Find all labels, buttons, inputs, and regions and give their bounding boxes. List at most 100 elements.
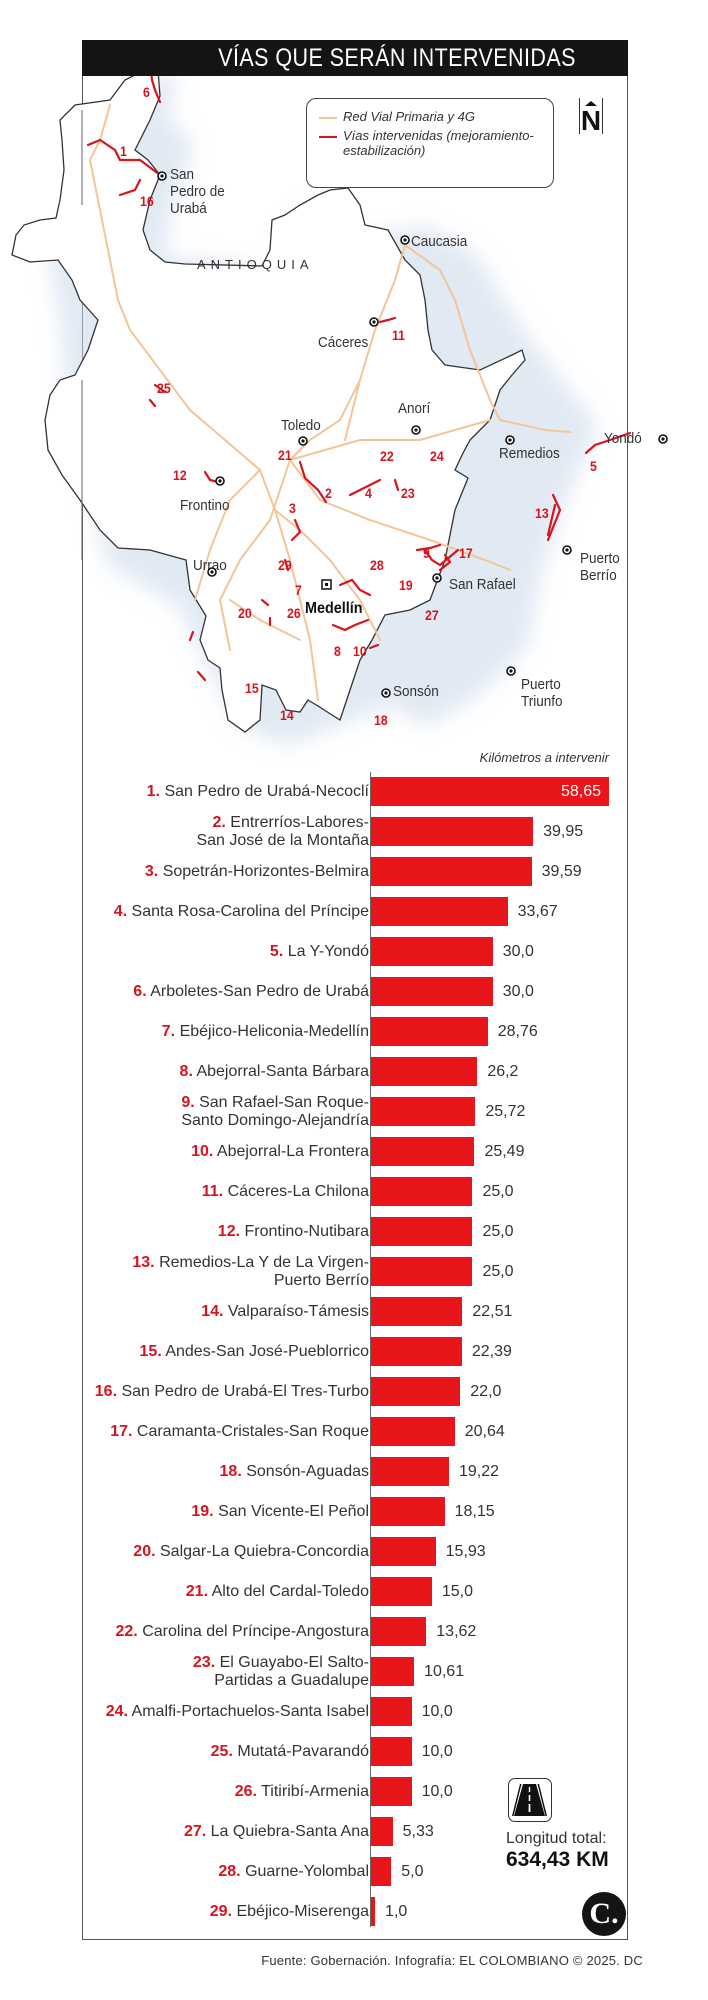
bar-value: 10,0 bbox=[421, 1703, 453, 1720]
row-label: 4. Santa Rosa-Carolina del Príncipe bbox=[9, 903, 369, 921]
route-number-22: 22 bbox=[380, 448, 394, 464]
chart-row: 18. Sonsón-Aguadas 19,22 bbox=[82, 1452, 628, 1492]
route-number: 27. bbox=[183, 1823, 207, 1840]
row-label: 21. Alto del Cardal-Toledo bbox=[9, 1583, 369, 1601]
bar bbox=[371, 1737, 412, 1766]
route-number: 16. bbox=[94, 1383, 118, 1400]
route-number: 20. bbox=[133, 1543, 156, 1560]
chart-row: 4. Santa Rosa-Carolina del Príncipe 33,67 bbox=[82, 892, 628, 932]
route-name: Carolina del Príncipe-Angostura bbox=[142, 1623, 369, 1640]
route-number-8: 8 bbox=[334, 643, 341, 659]
route-name: Ebéjico-Miserenga bbox=[236, 1903, 369, 1920]
route-number-2: 2 bbox=[325, 485, 332, 501]
row-label: 3. Sopetrán-Horizontes-Belmira bbox=[9, 863, 369, 881]
bar-value: 10,61 bbox=[424, 1663, 465, 1680]
row-label: 7. Ebéjico-Heliconia-Medellín bbox=[9, 1023, 369, 1041]
route-number-1: 1 bbox=[120, 143, 127, 159]
chart-row: 26. Titiribí-Armenia 10,0 bbox=[82, 1772, 628, 1812]
route-number: 28. bbox=[218, 1863, 241, 1880]
row-label: 20. Salgar-La Quiebra-Concordia bbox=[9, 1543, 369, 1561]
row-label: 23. El Guayabo-El Salto- Partidas a Guada… bbox=[9, 1654, 369, 1690]
bar bbox=[371, 1537, 436, 1566]
bar bbox=[371, 817, 534, 846]
city-markers bbox=[157, 171, 668, 698]
city-frontino: Frontino bbox=[180, 497, 230, 514]
row-label: 25. Mutatá-Pavarandó bbox=[9, 1743, 369, 1761]
infographic-frame bbox=[82, 40, 628, 1940]
row-label: 9. San Rafael-San Roque- Santo Domingo-Al… bbox=[9, 1094, 369, 1130]
route-number: 29. bbox=[209, 1903, 233, 1920]
route-number-14: 14 bbox=[280, 707, 294, 723]
bar bbox=[371, 1497, 445, 1526]
route-name: San Vicente-El Peñol bbox=[218, 1503, 369, 1520]
total-value: 634,43 KM bbox=[506, 1848, 609, 1871]
chart-row: 15. Andes-San José-Pueblorrico 22,39 bbox=[82, 1332, 628, 1372]
bar-value: 19,22 bbox=[458, 1463, 500, 1480]
bar-value: 1,0 bbox=[385, 1903, 408, 1920]
route-name: San Rafael-San Roque- bbox=[199, 1094, 369, 1111]
route-number-25: 25 bbox=[157, 380, 171, 396]
route-name: Salgar-La Quiebra-Concordia bbox=[160, 1543, 369, 1560]
route-number: 6. bbox=[133, 983, 147, 1000]
bar bbox=[371, 1697, 412, 1726]
route-number: 14. bbox=[201, 1303, 224, 1320]
bar-value: 25,0 bbox=[482, 1263, 514, 1280]
bar-value: 15,93 bbox=[445, 1543, 486, 1560]
chart-row: 23. El Guayabo-El Salto- Partidas a Guada… bbox=[82, 1652, 628, 1692]
row-label: 5. La Y-Yondó bbox=[9, 943, 369, 961]
route-number: 15. bbox=[139, 1343, 162, 1360]
bar bbox=[371, 1217, 473, 1246]
bar-value: 33,67 bbox=[517, 903, 558, 920]
chart-row: 20. Salgar-La Quiebra-Concordia 15,93 bbox=[82, 1532, 628, 1572]
title-text: VÍAS QUE SERÁN INTERVENIDAS bbox=[218, 43, 576, 72]
city-yondo: Yondó bbox=[604, 430, 642, 447]
bar-value: 22,0 bbox=[470, 1383, 502, 1400]
route-name: La Y-Yondó bbox=[287, 943, 369, 960]
north-arrow-icon: N bbox=[579, 98, 603, 135]
region-label: ANTIOQUIA bbox=[197, 257, 314, 272]
bar bbox=[371, 1897, 376, 1926]
bar bbox=[371, 1177, 473, 1206]
chart-row: 11. Cáceres-La Chilona 25,0 bbox=[82, 1172, 628, 1212]
route-number: 1. bbox=[146, 783, 160, 800]
bar bbox=[371, 1057, 478, 1086]
chart-row: 9. San Rafael-San Roque- Santo Domingo-Al… bbox=[82, 1092, 628, 1132]
route-name-continued: San José de la Montaña bbox=[196, 832, 369, 849]
bar bbox=[371, 1017, 488, 1046]
bar bbox=[371, 1857, 392, 1886]
chart-row: 3. Sopetrán-Horizontes-Belmira 39,59 bbox=[82, 852, 628, 892]
bar-value: 5,0 bbox=[401, 1863, 424, 1880]
route-name: Santa Rosa-Carolina del Príncipe bbox=[131, 903, 369, 920]
route-name: Sopetrán-Horizontes-Belmira bbox=[162, 863, 369, 880]
bar-value: 22,39 bbox=[471, 1343, 512, 1360]
route-number: 26. bbox=[234, 1783, 257, 1800]
route-number: 21. bbox=[185, 1583, 209, 1600]
chart-row: 7. Ebéjico-Heliconia-Medellín 28,76 bbox=[82, 1012, 628, 1052]
city-puerto-berrio: Puerto Berrío bbox=[580, 550, 620, 584]
row-label: 26. Titiribí-Armenia bbox=[9, 1783, 369, 1801]
route-name-continued: Partidas a Guadalupe bbox=[214, 1672, 369, 1689]
route-name: Caramanta-Cristales-San Roque bbox=[136, 1423, 369, 1440]
row-label: 13. Remedios-La Y de La Virgen- Puerto Be… bbox=[9, 1254, 369, 1290]
bar bbox=[371, 1417, 455, 1446]
route-number-7: 7 bbox=[295, 582, 302, 598]
row-label: 27. La Quiebra-Santa Ana bbox=[9, 1823, 369, 1841]
legend-label: Vías intervenidas (mejoramiento-estabili… bbox=[343, 128, 534, 158]
route-number-11: 11 bbox=[392, 327, 406, 343]
row-label: 1. San Pedro de Urabá-Necoclí bbox=[9, 783, 369, 801]
route-name-continued: Puerto Berrío bbox=[273, 1272, 369, 1289]
city-medellin: Medellín bbox=[305, 600, 363, 617]
route-name: Andes-San José-Pueblorrico bbox=[165, 1343, 369, 1360]
route-number: 10. bbox=[191, 1143, 214, 1160]
chart-row: 17. Caramanta-Cristales-San Roque 20,64 bbox=[82, 1412, 628, 1452]
route-number: 5. bbox=[269, 943, 284, 960]
city-anori: Anorí bbox=[398, 400, 431, 417]
legend-item-primary-roads: Red Vial Primaria y 4G bbox=[319, 109, 541, 124]
chart-row: 14. Valparaíso-Támesis 22,51 bbox=[82, 1292, 628, 1332]
route-number-26: 26 bbox=[287, 605, 301, 621]
route-number-21: 21 bbox=[278, 447, 292, 463]
route-number: 11. bbox=[201, 1183, 224, 1200]
bar-value: 58,65 bbox=[561, 783, 602, 800]
chart-row: 24. Amalfi-Portachuelos-Santa Isabel 10,0 bbox=[82, 1692, 628, 1732]
total-label: Longitud total: bbox=[506, 1830, 607, 1847]
